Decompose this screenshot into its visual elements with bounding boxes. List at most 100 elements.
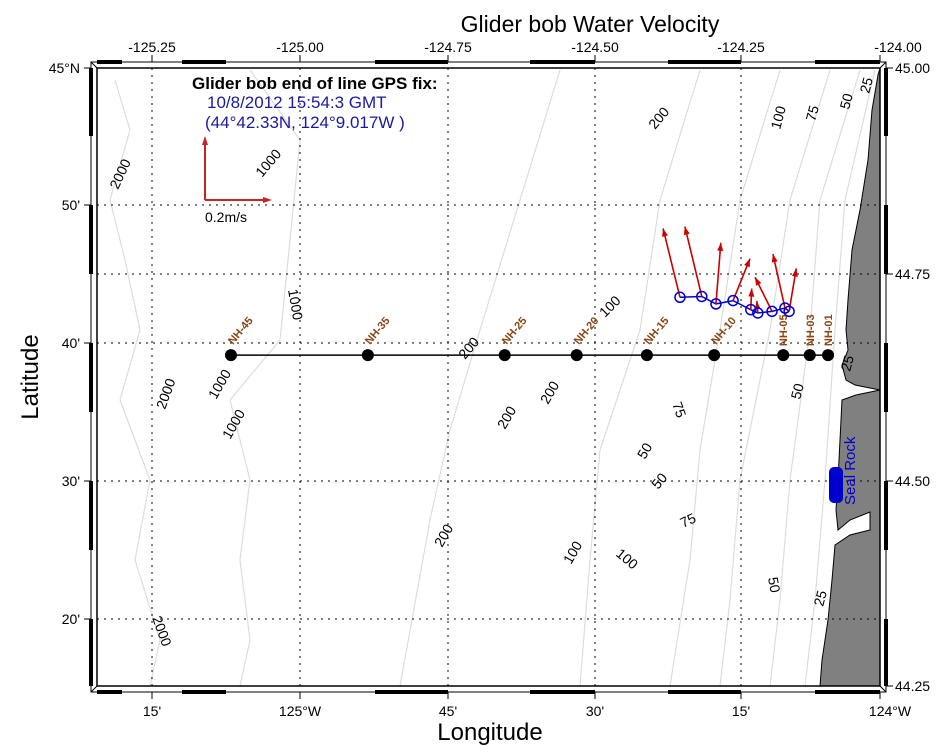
- station-marker: [640, 349, 653, 362]
- glider-track-point: [674, 291, 686, 304]
- contour-label: 100: [596, 292, 624, 320]
- seal-rock-label: Seal Rock: [842, 436, 859, 505]
- station-label: NH-05: [778, 314, 790, 346]
- top-axis-labels: -125.25 -125.00 -124.75 -124.50 -124.25 …: [128, 39, 922, 55]
- contour-label: 50: [765, 576, 783, 594]
- contour-line: [399, 69, 561, 687]
- tick-label: 40': [62, 335, 80, 351]
- seal-rock-marker: [829, 467, 843, 503]
- scale-label: 0.2m/s: [205, 209, 247, 225]
- station-label: NH-20: [572, 315, 602, 347]
- station-marker: [361, 349, 374, 362]
- tick-label: 15': [143, 703, 161, 719]
- contour-label: 200: [455, 334, 482, 362]
- station-label: NH-35: [363, 315, 393, 347]
- land-coastline: [819, 67, 881, 687]
- station-marker: [803, 349, 816, 362]
- contour-line: [804, 69, 876, 687]
- map-frame: [84, 55, 893, 699]
- station-marker: [570, 349, 583, 362]
- contour-label: 25: [810, 588, 830, 607]
- contour-label: 50: [836, 91, 856, 110]
- velocity-vector: [662, 228, 681, 298]
- contour-line: [769, 69, 861, 687]
- x-axis-label: Longitude: [437, 719, 542, 746]
- contour-label: 1000: [205, 366, 235, 401]
- tick-label: 44.75: [895, 266, 930, 282]
- glider-track: [662, 226, 798, 319]
- station-line: NH-45 NH-35 NH-25 NH-20 NH-15 NH-10 NH-05 NH-03…: [224, 314, 835, 362]
- contour-label: 200: [645, 104, 672, 132]
- tick-label: 30': [62, 473, 80, 489]
- station-label: NH-03: [805, 314, 817, 346]
- tick-label: 45°N: [49, 60, 80, 76]
- tick-label: -124.00: [874, 39, 922, 55]
- tick-label: 44.25: [895, 678, 930, 694]
- tick-label: 45.00: [895, 60, 930, 76]
- contour-label: 25: [856, 75, 876, 94]
- contour-label: 2000: [106, 156, 134, 191]
- contour-label: 2000: [149, 614, 175, 649]
- station-label: NH-45: [226, 315, 256, 347]
- contour-label: 75: [802, 103, 822, 122]
- station-label: NH-01: [823, 314, 835, 346]
- bottom-axis-labels: 15' 125°W 45' 30' 15' 124°W: [143, 703, 912, 719]
- glider-track-point: [783, 305, 795, 318]
- glider-track-point: [766, 305, 778, 318]
- contour-label: 50: [634, 440, 656, 462]
- tick-label: -124.75: [424, 39, 472, 55]
- tick-label: 124°W: [869, 703, 912, 719]
- gps-fix-time: 10/8/2012 15:54:3 GMT: [207, 93, 387, 112]
- y-axis-label: Latitude: [17, 334, 44, 419]
- left-axis-labels: 45°N 50' 40' 30' 20': [49, 60, 80, 627]
- station-marker: [777, 349, 790, 362]
- station-marker: [822, 349, 835, 362]
- tick-label: -125.25: [128, 39, 176, 55]
- contour-label: 100: [767, 104, 789, 131]
- contour-label: 1000: [219, 406, 249, 441]
- tick-label: -125.00: [276, 39, 324, 55]
- glider-track-point: [710, 298, 722, 310]
- contour-line: [719, 69, 831, 687]
- contour-label: 100: [560, 538, 586, 566]
- velocity-arrowhead: [754, 300, 761, 310]
- contour-line: [109, 79, 161, 687]
- station-marker: [498, 349, 511, 362]
- contour-label: 50: [648, 470, 670, 492]
- contour-label: 1000: [252, 146, 284, 180]
- velocity-arrowhead: [744, 258, 750, 268]
- contour-label: 200: [494, 403, 520, 431]
- velocity-arrowhead: [771, 254, 778, 263]
- right-axis-labels: 45.00 44.75 44.50 44.25: [895, 60, 930, 694]
- station-marker: [224, 349, 237, 362]
- velocity-arrowhead: [748, 288, 755, 297]
- contour-line: [669, 69, 781, 687]
- station-marker: [708, 349, 721, 362]
- gps-fix-position: (44°42.33N, 124°9.017W ): [205, 113, 405, 132]
- contour-label: 100: [613, 545, 641, 572]
- contour-label: 200: [537, 378, 563, 406]
- glider-track-point: [696, 290, 708, 303]
- map-title: Glider bob Water Velocity: [461, 11, 720, 37]
- contour-label: 50: [787, 381, 807, 400]
- contour-label: 75: [669, 400, 689, 420]
- station-label: NH-15: [642, 315, 672, 347]
- tick-label: 50': [62, 197, 80, 213]
- glider-track-point: [752, 307, 764, 319]
- velocity-arrowhead: [683, 226, 690, 236]
- velocity-arrowhead: [662, 228, 668, 237]
- contour-line: [229, 69, 301, 687]
- contour-label: 2000: [153, 376, 179, 411]
- tick-label: -124.50: [571, 39, 619, 55]
- glider-track-point: [745, 303, 757, 316]
- bathymetry-contours: [109, 69, 876, 687]
- contour-label: 1000: [285, 288, 306, 322]
- glider-track-point: [727, 294, 739, 307]
- tick-label: 125°W: [279, 703, 322, 719]
- contour-line: [579, 69, 701, 687]
- station-label: NH-25: [500, 315, 530, 347]
- contour-label: 75: [678, 510, 699, 531]
- station-label: NH-10: [709, 315, 739, 347]
- tick-label: 45': [439, 703, 457, 719]
